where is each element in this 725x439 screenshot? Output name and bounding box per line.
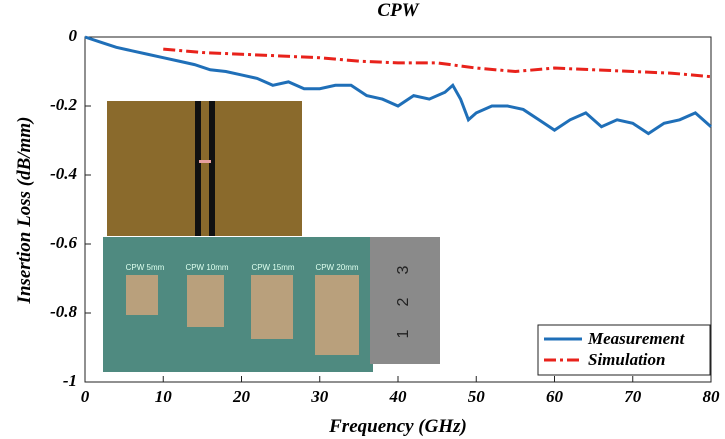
- x-tick-label: 10: [155, 387, 173, 406]
- x-tick-label: 0: [81, 387, 90, 406]
- x-tick-label: 80: [703, 387, 721, 406]
- series-line: [163, 49, 711, 77]
- legend-label: Measurement: [587, 329, 686, 348]
- y-tick-label: -0.8: [50, 302, 77, 321]
- y-tick-label: 0: [69, 26, 78, 45]
- x-tick-label: 20: [232, 387, 251, 406]
- x-tick-label: 40: [389, 387, 408, 406]
- x-tick-label: 50: [468, 387, 486, 406]
- x-tick-label: 70: [624, 387, 642, 406]
- chart: CPW Frequency (GHz) Insertion Loss (dB/m…: [0, 0, 725, 439]
- inset-label: CPW 15mm: [251, 263, 294, 272]
- inset-label: CPW 20mm: [315, 263, 358, 272]
- chart-title: CPW: [377, 0, 419, 21]
- legend-label: Simulation: [588, 350, 665, 369]
- ruler-label: 3: [395, 265, 412, 274]
- y-tick-label: -0.6: [50, 233, 77, 252]
- inset-label: CPW 10mm: [185, 263, 228, 272]
- inset-label: CPW 5mm: [126, 263, 165, 272]
- x-axis-label: Frequency (GHz): [328, 416, 467, 437]
- ruler-label: 2: [395, 297, 412, 306]
- y-axis-label: Insertion Loss (dB/mm): [14, 117, 35, 305]
- y-tick-label: -0.2: [50, 95, 77, 114]
- inset-photo: [103, 237, 440, 372]
- inset-microscope: [107, 101, 302, 236]
- x-tick-label: 30: [310, 387, 329, 406]
- y-tick-label: -0.4: [50, 164, 77, 183]
- y-tick-label: -1: [63, 371, 77, 390]
- x-tick-label: 60: [546, 387, 564, 406]
- ruler-label: 1: [395, 329, 412, 338]
